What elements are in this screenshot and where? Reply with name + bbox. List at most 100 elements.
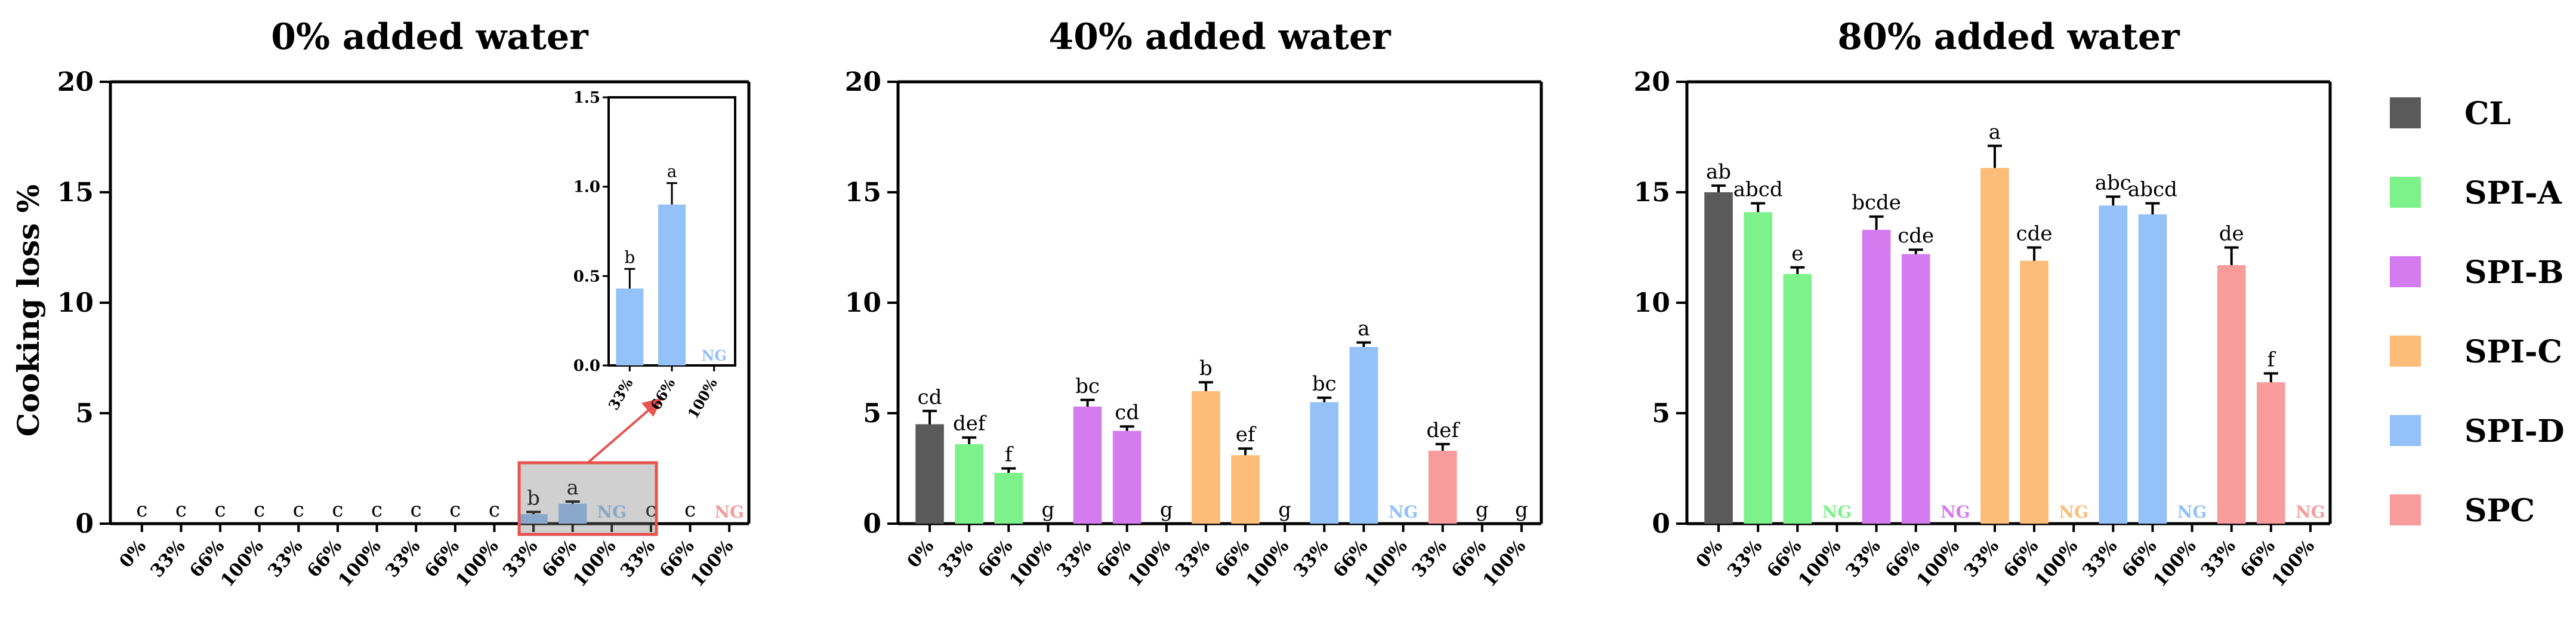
significance-label: c [175, 498, 187, 522]
significance-label: g [1515, 498, 1528, 522]
significance-label: a [1358, 317, 1369, 341]
significance-label: a [1989, 120, 2001, 144]
legend-label: CL [2464, 96, 2511, 132]
significance-label: g [1042, 498, 1055, 522]
y-tick-label: 10 [1634, 288, 1670, 318]
significance-label: c [684, 498, 696, 522]
bar [1428, 450, 1457, 524]
x-tick-label: 33% [1842, 536, 1885, 582]
x-tick-label: 33% [2078, 536, 2121, 582]
bar [559, 503, 587, 524]
x-tick-label: 100% [1005, 536, 1056, 591]
x-tick-label: 100% [452, 536, 502, 591]
significance-label: c [449, 498, 461, 522]
ng-label: NG [1389, 502, 1418, 522]
significance-label: def [953, 412, 987, 436]
inset-x-tick-label: 66% [647, 375, 678, 413]
bar [1980, 168, 2009, 524]
significance-label: de [2219, 222, 2244, 246]
significance-label: c [489, 498, 500, 522]
y-tick-label: 5 [75, 398, 94, 429]
x-tick-label: 33% [1289, 536, 1332, 582]
significance-label: ef [1236, 423, 1257, 447]
panel-title: 80% added water [1837, 16, 2180, 58]
y-tick-label: 20 [845, 67, 881, 97]
bar [915, 424, 944, 524]
inset-ng-label: NG [701, 347, 726, 364]
bar [1744, 212, 1772, 524]
inset-y-tick-label: 0.5 [573, 268, 600, 285]
y-tick-label: 20 [57, 67, 94, 97]
significance-label: c [645, 498, 656, 522]
bar [2257, 382, 2285, 524]
legend-swatch [2390, 97, 2421, 128]
x-tick-label: 33% [1171, 536, 1214, 582]
inset-bar [658, 204, 686, 365]
bar [1112, 431, 1142, 524]
significance-label: g [1476, 498, 1489, 522]
significance-label: c [254, 498, 265, 522]
x-tick-label: 100% [687, 536, 738, 591]
significance-label: e [1791, 242, 1803, 266]
x-tick-label: 100% [1242, 536, 1293, 591]
significance-label: bc [1312, 372, 1337, 396]
inset-significance-label: a [667, 162, 677, 182]
significance-label: a [567, 476, 579, 500]
y-tick-label: 0 [75, 509, 94, 539]
ng-label: NG [714, 502, 744, 522]
bar [1901, 254, 1930, 524]
y-tick-label: 10 [845, 288, 881, 318]
x-tick-label: 0% [115, 536, 150, 572]
bar [1349, 347, 1378, 524]
x-tick-label: 100% [2268, 536, 2319, 591]
legend-label: SPI-C [2464, 334, 2562, 370]
inset-bar [616, 288, 644, 365]
bar [2138, 214, 2167, 524]
significance-label: cd [1115, 401, 1139, 425]
inset-x-tick-label: 100% [684, 375, 721, 422]
inset-arrowhead [641, 398, 662, 417]
bar [519, 514, 548, 524]
significance-label: abcd [1733, 178, 1783, 202]
ng-label: NG [1822, 502, 1852, 522]
x-tick-label: 33% [499, 536, 542, 582]
x-tick-label: 0% [1692, 536, 1727, 572]
significance-label: g [1160, 498, 1173, 522]
significance-label: c [136, 498, 147, 522]
y-tick-label: 5 [863, 398, 881, 429]
significance-label: g [1278, 498, 1291, 522]
bar [1783, 273, 1812, 524]
bar [2099, 205, 2128, 524]
significance-label: cd [918, 385, 942, 409]
significance-label: ab [1706, 160, 1731, 184]
inset-y-tick-label: 1.5 [573, 89, 600, 107]
significance-label: bc [1075, 374, 1100, 398]
significance-label: abc [2095, 171, 2131, 195]
x-tick-label: 33% [381, 536, 424, 582]
legend-label: SPI-A [2464, 175, 2562, 211]
significance-label: f [2268, 348, 2276, 371]
x-tick-label: 33% [1053, 536, 1096, 582]
x-tick-label: 33% [2197, 536, 2240, 582]
legend-label: SPI-D [2464, 413, 2565, 450]
panel-title: 0% added water [271, 16, 589, 58]
significance-label: abcd [2128, 178, 2177, 202]
legend-swatch [2390, 494, 2421, 525]
x-tick-label: 100% [2031, 536, 2082, 591]
bar [1231, 455, 1260, 524]
legend-label: SPI-B [2464, 254, 2564, 291]
bar [1073, 406, 1102, 524]
inset-y-tick-label: 0.0 [573, 357, 600, 375]
legend-label: SPC [2464, 493, 2535, 529]
x-tick-label: 100% [1124, 536, 1175, 591]
ng-label: NG [2296, 502, 2325, 522]
x-tick-label: 100% [217, 536, 267, 591]
x-tick-label: 33% [147, 536, 190, 582]
x-tick-label: 100% [1479, 536, 1530, 591]
y-tick-label: 15 [57, 177, 94, 208]
x-tick-label: 33% [934, 536, 977, 582]
bar [2217, 265, 2246, 524]
bar [1192, 391, 1220, 524]
ng-label: NG [2177, 502, 2207, 522]
